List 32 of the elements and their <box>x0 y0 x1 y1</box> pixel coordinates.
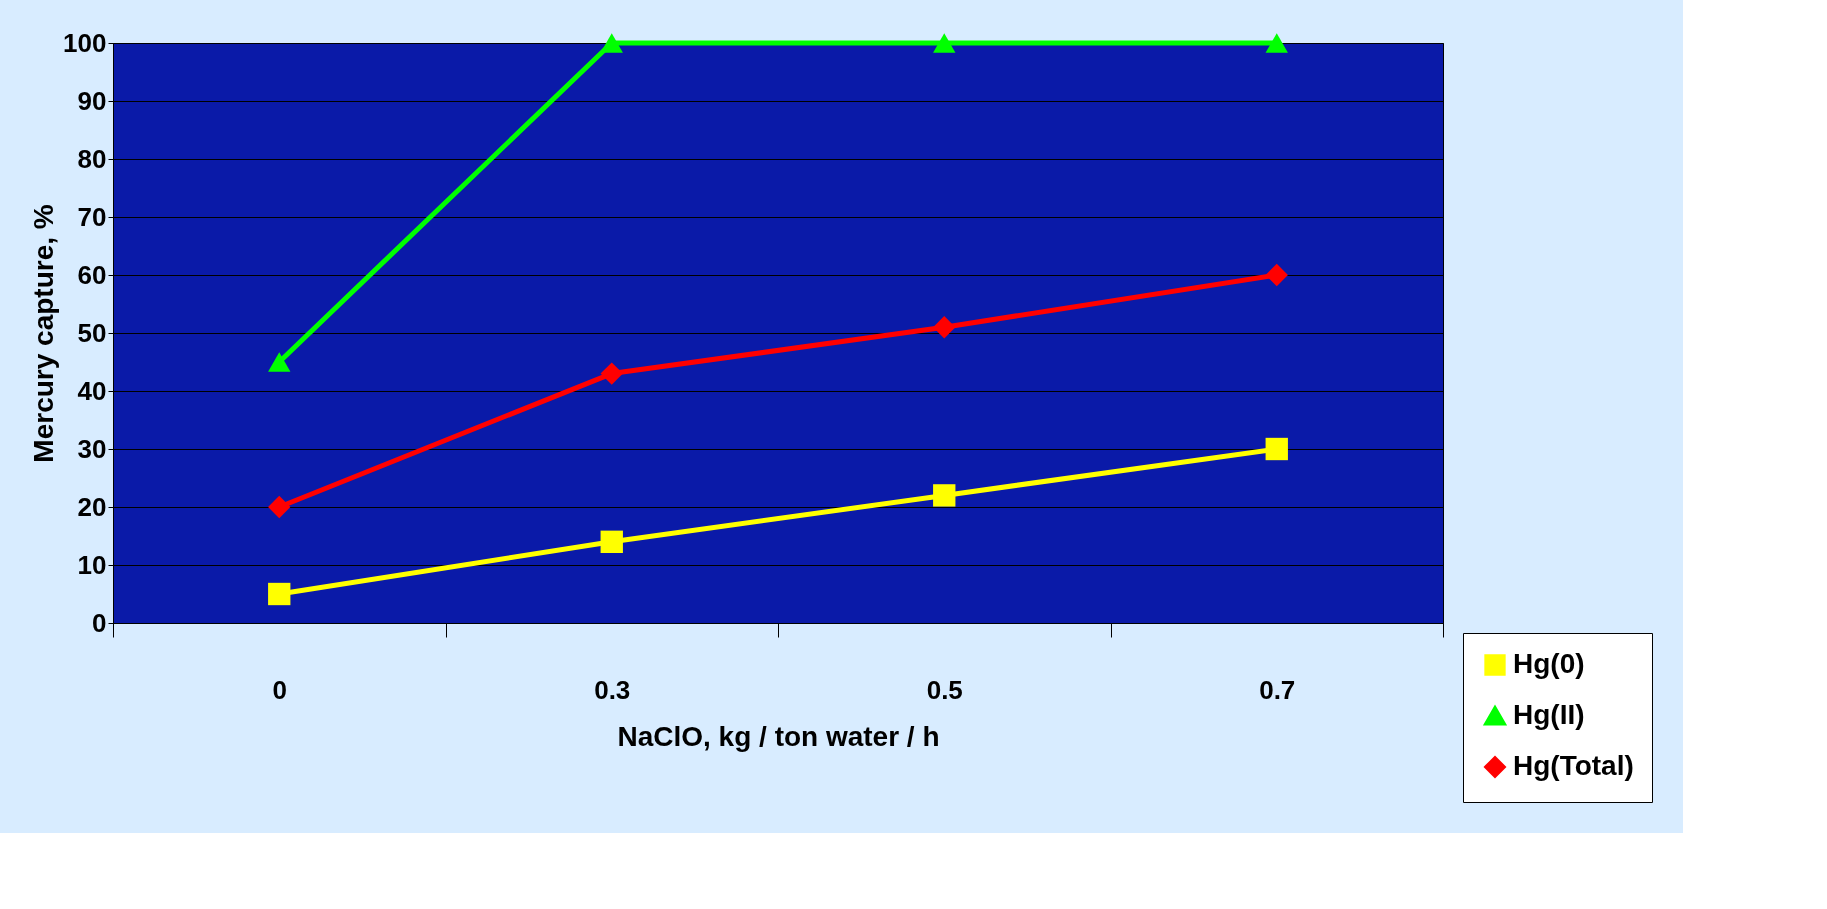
point <box>268 582 291 606</box>
point <box>933 33 956 53</box>
legend-label: Hg(0) <box>1513 648 1585 679</box>
y-axis-title: Mercury capture, % <box>28 204 60 463</box>
y-tick-label: 90 <box>77 85 107 116</box>
legend-label: Hg(Total) <box>1513 750 1634 781</box>
point <box>933 484 956 507</box>
y-tick-label: 70 <box>77 201 107 232</box>
x-axis-title: NaClO, kg / ton water / h <box>617 720 940 752</box>
y-tick-label: 30 <box>77 433 107 464</box>
y-tick-label: 60 <box>77 259 107 290</box>
point <box>600 33 623 53</box>
point <box>1265 263 1288 287</box>
y-tick-label: 50 <box>77 317 107 348</box>
y-tick-label: 20 <box>77 491 107 522</box>
x-tick-label: 0.7 <box>1259 674 1296 705</box>
x-tick-label: 0 <box>272 674 287 705</box>
point <box>268 352 291 372</box>
point <box>1265 437 1288 461</box>
y-tick-label: 40 <box>77 375 107 406</box>
x-tick-label: 0.3 <box>594 674 631 705</box>
y-tick-label: 100 <box>63 27 107 58</box>
point <box>1265 33 1288 53</box>
x-tick-label: 0.5 <box>926 674 963 705</box>
point <box>600 530 623 553</box>
point <box>268 495 291 519</box>
y-tick-label: 80 <box>77 143 107 174</box>
y-tick-label: 0 <box>92 607 107 638</box>
legend-label: Hg(II) <box>1513 699 1585 730</box>
y-tick-label: 10 <box>77 549 107 580</box>
point <box>600 362 623 385</box>
point <box>933 316 956 339</box>
